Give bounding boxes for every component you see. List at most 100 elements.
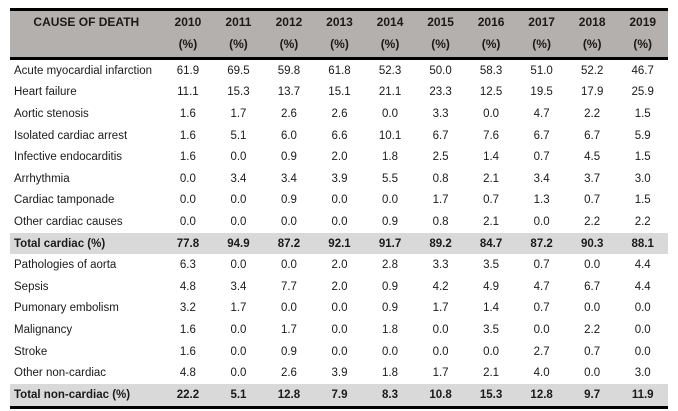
value-cell: 4.8 [179,280,196,293]
year-column-header: 2011 (%) [213,9,264,60]
value-cell: 87.2 [516,232,567,255]
cause-of-death-header-label: CAUSE OF DEATH [33,15,140,29]
value-cell: 1.5 [634,151,651,164]
row-label: Acute myocardial infarction [14,64,153,77]
value-cell: 50.0 [429,64,452,77]
value-cell: 4.9 [483,280,500,293]
value-cell: 2.1 [483,367,500,380]
value-cell: 1.7 [230,302,247,315]
value-cell: 0.0 [230,345,247,358]
table-row: Heart failure 11.1 15.3 13.7 15.1 21.1 23.3 12.… [10,82,668,104]
year-column-header: 2010 (%) [162,9,214,60]
value-cell: 3.9 [331,172,348,185]
value-cell: 3.4 [230,280,247,293]
year-label: 2019 [629,15,657,29]
row-label: Pathologies of aorta [14,259,117,272]
row-label: Pumonary embolism [14,302,119,315]
cause-of-death-table: CAUSE OF DEATH 2010 (%) 2011 (%) 2012 (%) 2013… [10,8,668,409]
value-cell: 92.1 [314,232,365,255]
value-cell: 46.7 [631,64,654,77]
value-cell: 3.4 [533,172,550,185]
row-label: Malignancy [14,323,73,336]
table-row: Isolated cardiac arrest 1.6 5.1 6.0 6.6 10.1 6… [10,125,668,147]
row-label: Heart failure [14,86,77,99]
value-cell: 1.7 [432,367,449,380]
table-row: Pathologies of aorta 6.3 0.0 0.0 2.0 2.8 3.3 3.… [10,254,668,276]
value-cell: 13.7 [277,86,301,99]
value-cell: 5.1 [213,383,264,407]
value-cell: 0.7 [533,151,550,164]
year-column-header: 2013 (%) [314,9,365,60]
row-label: Isolated cardiac arrest [14,129,128,142]
value-cell: 0.8 [432,215,449,228]
row-label: Arrhythmia [14,172,70,185]
value-cell: 1.7 [230,107,247,120]
value-cell: 4.0 [533,367,550,380]
value-cell: 2.0 [331,151,348,164]
value-cell: 2.2 [584,215,601,228]
value-cell: 21.1 [378,86,402,99]
value-cell: 0.0 [230,323,247,336]
value-cell: 3.0 [634,367,651,380]
value-cell: 0.7 [584,194,601,207]
value-cell: 10.1 [378,129,402,142]
value-cell: 2.2 [584,323,601,336]
value-cell: 2.6 [280,107,297,120]
table-row: Infective endocarditis 1.6 0.0 0.9 2.0 1.8 2.5… [10,146,668,168]
value-cell: 88.1 [617,232,668,255]
value-cell: 6.0 [280,129,297,142]
cause-of-death-header: CAUSE OF DEATH [10,9,163,60]
value-cell: 3.4 [230,172,247,185]
percent-unit-label: (%) [279,37,299,51]
value-cell: 3.7 [584,172,601,185]
value-cell: 0.0 [179,194,196,207]
value-cell: 0.0 [634,302,651,315]
value-cell: 0.0 [584,259,601,272]
value-cell: 0.0 [230,259,247,272]
value-cell: 84.7 [465,232,517,255]
value-cell: 52.2 [580,64,604,77]
table-row: Other non-cardiac 4.8 0.0 2.6 3.9 1.8 1.7 2.1 4.… [10,362,668,384]
percent-unit-label: (%) [532,37,551,51]
value-cell: 25.9 [631,86,654,99]
percent-unit-label: (%) [431,37,450,51]
year-column-header: 2015 (%) [415,9,466,60]
value-cell: 1.3 [533,194,550,207]
value-cell: 6.7 [533,129,550,142]
value-cell: 0.0 [382,107,399,120]
value-cell: 0.7 [533,259,550,272]
value-cell: 0.0 [280,302,297,315]
value-cell: 1.6 [179,107,196,120]
value-cell: 61.8 [328,64,351,77]
year-column-header: 2017 (%) [516,9,567,60]
value-cell: 6.3 [179,259,196,272]
value-cell: 2.6 [331,107,348,120]
value-cell: 2.5 [432,151,449,164]
value-cell: 2.2 [584,107,601,120]
value-cell: 0.9 [280,345,297,358]
value-cell: 0.0 [634,345,651,358]
value-cell: 17.9 [580,86,604,99]
value-cell: 1.6 [179,129,196,142]
row-label: Other non-cardiac [14,367,107,380]
value-cell: 6.6 [331,129,348,142]
row-label: Aortic stenosis [14,107,89,120]
value-cell: 2.0 [331,259,348,272]
value-cell: 1.6 [179,345,196,358]
value-cell: 52.3 [378,64,402,77]
value-cell: 3.9 [331,367,348,380]
value-cell: 4.4 [634,280,651,293]
value-cell: 1.8 [382,151,399,164]
value-cell: 0.0 [634,323,651,336]
table-row: Acute myocardial infarction 61.9 69.5 59.8 6… [10,59,668,82]
value-cell: 0.0 [179,215,196,228]
value-cell: 15.3 [227,86,250,99]
value-cell: 0.0 [584,367,601,380]
value-cell: 3.3 [432,259,449,272]
value-cell: 1.5 [634,107,651,120]
row-label: Infective endocarditis [14,151,123,164]
year-label: 2010 [174,15,202,29]
table-row: Arrhythmia 0.0 3.4 3.4 3.9 5.5 0.8 2.1 3.4 3.7 3.0 [10,168,668,190]
table-row: Cardiac tamponade 0.0 0.0 0.9 0.0 0.0 1.7 0.7 1.… [10,190,668,212]
value-cell: 0.0 [533,323,550,336]
